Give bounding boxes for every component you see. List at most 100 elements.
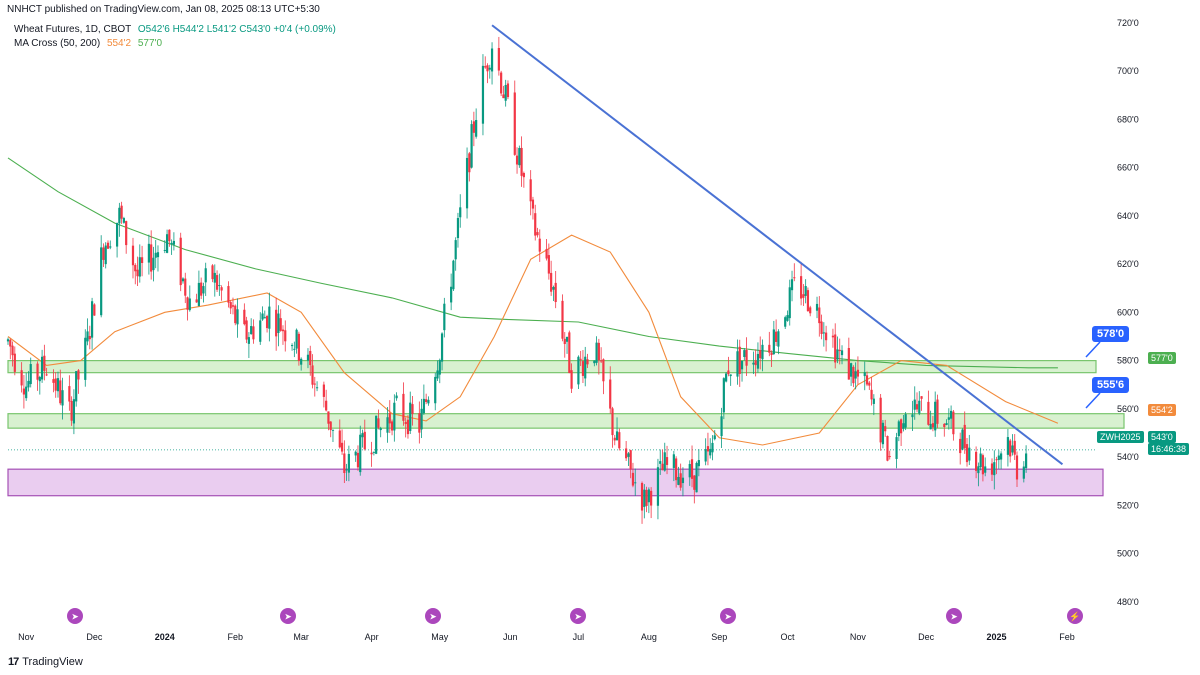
candle-down xyxy=(802,294,804,298)
candle-up xyxy=(123,218,125,223)
candle-up xyxy=(518,148,520,165)
candle-up xyxy=(777,331,779,346)
candle-up xyxy=(296,330,298,349)
candle-down xyxy=(252,326,254,339)
candle-up xyxy=(475,120,477,137)
candle-down xyxy=(341,443,343,452)
candle-down xyxy=(534,213,536,235)
candle-down xyxy=(502,94,504,98)
candle-down xyxy=(93,304,95,315)
candle-up xyxy=(643,490,645,507)
candle-down xyxy=(675,458,677,480)
candle-down xyxy=(582,361,584,376)
candle-down xyxy=(936,400,938,424)
candle-down xyxy=(943,424,945,427)
candle-up xyxy=(250,326,252,334)
candle-up xyxy=(450,287,452,303)
candle-up xyxy=(805,286,807,296)
candle-up xyxy=(73,399,75,423)
candle-up xyxy=(57,378,59,391)
candle-down xyxy=(839,350,841,351)
x-tick-label: Mar xyxy=(293,632,309,642)
candle-up xyxy=(736,351,738,376)
candle-down xyxy=(371,453,373,455)
candle-up xyxy=(743,350,745,357)
candle-up xyxy=(998,456,1000,460)
candle-down xyxy=(298,334,300,361)
y-tick-label: 620'0 xyxy=(1117,259,1139,269)
candle-down xyxy=(391,421,393,430)
candle-up xyxy=(84,338,86,380)
candle-down xyxy=(564,339,566,344)
candle-down xyxy=(407,420,409,434)
candle-up xyxy=(421,409,423,430)
y-tick-label: 700'0 xyxy=(1117,66,1139,76)
callout-578-pointer xyxy=(1086,342,1100,357)
candle-up xyxy=(375,416,377,454)
candle-down xyxy=(666,457,668,465)
candle-up xyxy=(930,424,932,429)
x-tick-label: Apr xyxy=(365,632,379,642)
candle-up xyxy=(784,317,786,327)
candle-down xyxy=(275,310,277,337)
candle-down xyxy=(602,359,604,381)
candle-down xyxy=(609,380,611,409)
x-tick-label: Oct xyxy=(780,632,795,642)
candle-up xyxy=(850,363,852,377)
candle-up xyxy=(659,461,661,464)
candle-down xyxy=(484,66,486,67)
candle-up xyxy=(166,234,168,253)
candle-down xyxy=(632,473,634,486)
event-arrow-icon: ➤ xyxy=(724,612,732,622)
candle-down xyxy=(832,336,834,338)
candle-down xyxy=(36,364,38,380)
candle-up xyxy=(457,218,459,238)
candle-up xyxy=(386,417,388,432)
x-tick-label: Nov xyxy=(18,632,35,642)
candle-up xyxy=(882,423,884,444)
candle-up xyxy=(945,423,947,425)
candle-down xyxy=(14,354,16,372)
candle-down xyxy=(211,265,213,279)
candle-down xyxy=(550,273,552,292)
event-arrow-icon: ➤ xyxy=(429,612,437,622)
candle-down xyxy=(168,230,170,241)
candle-down xyxy=(339,430,341,447)
trendline xyxy=(492,25,1062,464)
candle-down xyxy=(886,436,888,461)
candle-down xyxy=(870,390,872,400)
candle-up xyxy=(1011,445,1013,452)
candle-down xyxy=(323,385,325,397)
candle-up xyxy=(1007,437,1009,455)
candle-down xyxy=(866,375,868,384)
candle-up xyxy=(91,301,93,337)
candle-down xyxy=(330,422,332,430)
tv-brand: TradingView xyxy=(22,656,83,668)
candle-up xyxy=(259,320,261,341)
candle-up xyxy=(359,435,361,472)
candle-down xyxy=(68,386,70,401)
candle-up xyxy=(182,278,184,281)
candle-up xyxy=(155,253,157,258)
candle-down xyxy=(516,156,518,165)
candle-down xyxy=(807,290,809,311)
candle-down xyxy=(216,275,218,290)
candle-up xyxy=(7,339,9,341)
candle-up xyxy=(841,350,843,355)
candle-up xyxy=(864,372,866,376)
candle-down xyxy=(1014,441,1016,455)
candle-up xyxy=(786,315,788,321)
resistance-zone xyxy=(8,361,1096,373)
candle-up xyxy=(455,240,457,259)
candle-down xyxy=(23,389,25,395)
event-arrow-icon: ➤ xyxy=(950,612,958,622)
y-tick-label: 660'0 xyxy=(1117,163,1139,173)
candle-up xyxy=(346,469,348,470)
candle-up xyxy=(355,452,357,456)
candle-down xyxy=(916,404,918,409)
candle-down xyxy=(71,401,73,421)
candle-down xyxy=(55,378,57,390)
candle-down xyxy=(473,121,475,132)
candle-up xyxy=(436,370,438,378)
